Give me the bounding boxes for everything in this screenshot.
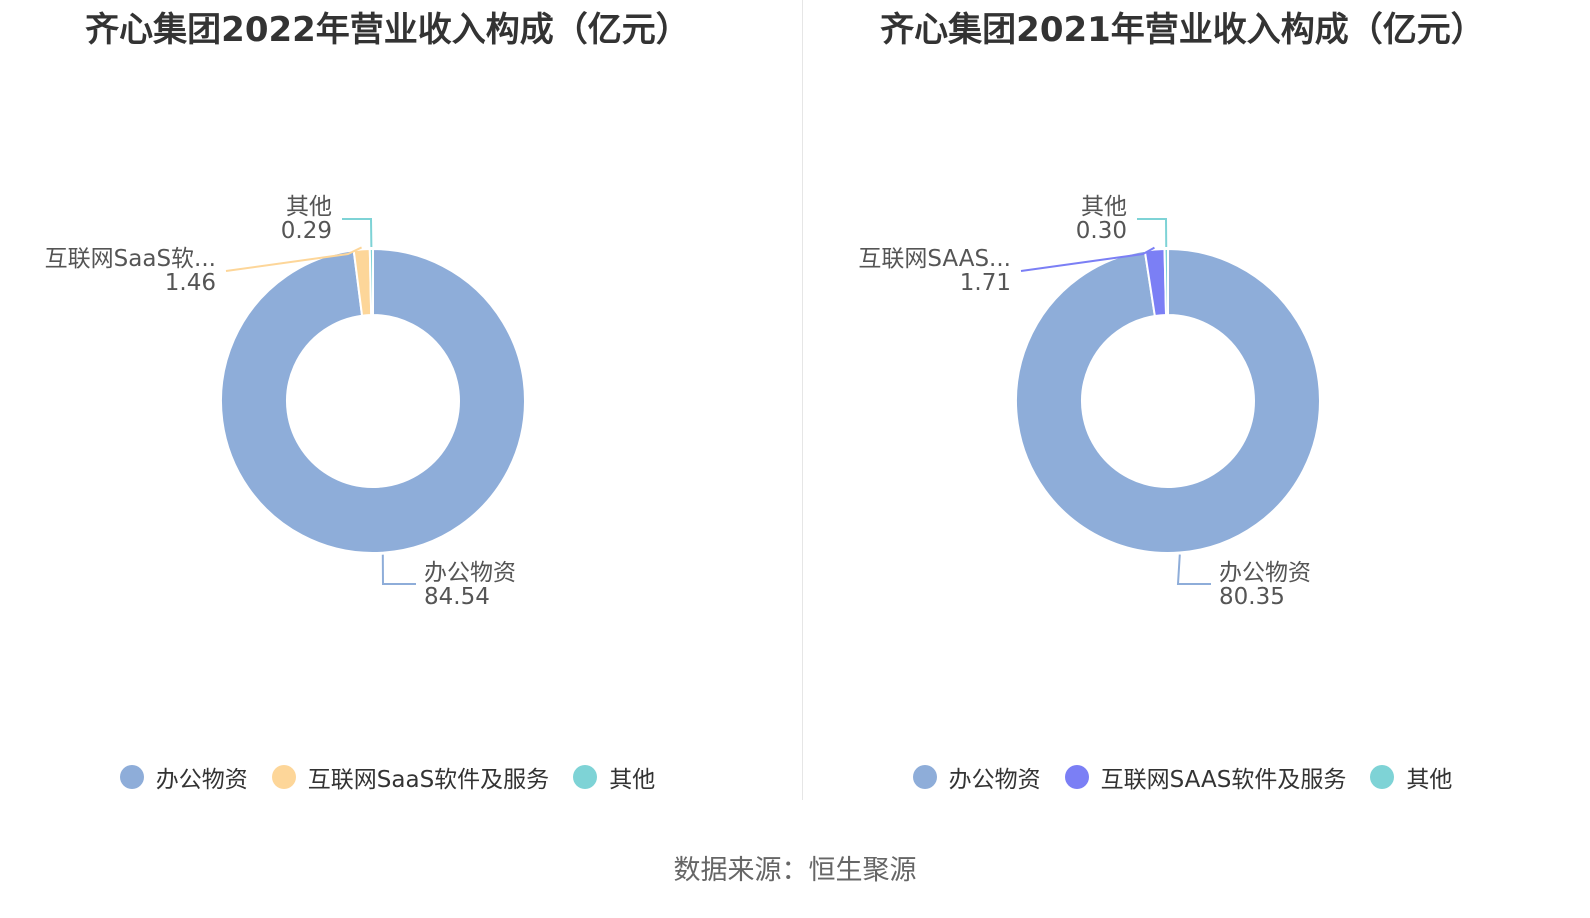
data-label: 84.54 xyxy=(424,584,490,610)
legend-2021: 办公物资 互联网SAAS软件及服务 其他 xyxy=(795,760,1570,794)
leader-line xyxy=(342,218,373,248)
leader-line xyxy=(381,554,416,585)
legend-item-office-supplies[interactable]: 办公物资 xyxy=(912,760,1041,794)
legend-dot xyxy=(1064,765,1089,789)
pie-slice[interactable] xyxy=(1163,247,1169,317)
panel-divider xyxy=(802,0,803,800)
legend-label: 办公物资 xyxy=(948,767,1041,793)
data-label: 0.29 xyxy=(281,218,332,244)
slice-label: 其他 xyxy=(286,194,332,220)
data-label: 1.46 xyxy=(165,270,216,296)
legend-item-other[interactable]: 其他 xyxy=(1370,760,1452,794)
legend-item-saas[interactable]: 互联网SaaS软件及服务 xyxy=(271,760,550,794)
legend-dot xyxy=(271,765,296,789)
pie-slice[interactable] xyxy=(220,247,526,554)
legend-2022: 办公物资 互联网SaaS软件及服务 其他 xyxy=(0,760,775,794)
legend-item-office-supplies[interactable]: 办公物资 xyxy=(119,760,248,794)
data-label: 0.30 xyxy=(1076,218,1127,244)
slice-label: 互联网SAAS... xyxy=(858,246,1011,272)
legend-dot xyxy=(119,765,144,789)
legend-item-other[interactable]: 其他 xyxy=(573,760,655,794)
slice-label: 互联网SaaS软... xyxy=(45,246,216,272)
chart-title-2021: 齐心集团2021年营业收入构成（亿元） xyxy=(880,10,1485,50)
slice-label: 办公物资 xyxy=(424,560,516,586)
data-label: 1.71 xyxy=(960,270,1011,296)
legend-dot xyxy=(573,765,598,789)
data-label: 80.35 xyxy=(1219,584,1285,610)
legend-label: 互联网SaaS软件及服务 xyxy=(307,767,550,793)
chart-panel-2021: 齐心集团2021年营业收入构成（亿元） 办公物资 80.35 互联网SAAS... 1… xyxy=(795,0,1590,820)
leader-line xyxy=(1176,554,1211,585)
leader-line xyxy=(1020,246,1155,272)
legend-label: 互联网SAAS软件及服务 xyxy=(1100,767,1347,793)
legend-dot xyxy=(912,765,937,789)
data-source: 数据来源：恒生聚源 xyxy=(673,855,917,886)
chart-title-2022: 齐心集团2022年营业收入构成（亿元） xyxy=(85,10,690,50)
legend-label: 其他 xyxy=(1406,767,1453,793)
slice-label: 其他 xyxy=(1081,194,1127,220)
pie-slice[interactable] xyxy=(1015,247,1321,554)
chart-panel-2022: 齐心集团2022年营业收入构成（亿元） 办公物资 84.54 互联网SaaS软...… xyxy=(0,0,795,820)
legend-dot xyxy=(1370,765,1395,789)
pie-slice[interactable] xyxy=(368,247,374,317)
slice-label: 办公物资 xyxy=(1219,560,1311,586)
legend-label: 其他 xyxy=(609,767,656,793)
leader-line xyxy=(225,246,363,272)
leader-line xyxy=(1137,218,1168,248)
legend-item-saas[interactable]: 互联网SAAS软件及服务 xyxy=(1064,760,1347,794)
legend-label: 办公物资 xyxy=(155,767,248,793)
